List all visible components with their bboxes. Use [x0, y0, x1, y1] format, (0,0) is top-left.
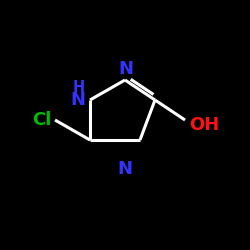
Text: Cl: Cl — [32, 111, 51, 129]
Text: OH: OH — [189, 116, 219, 134]
Text: N: N — [119, 60, 134, 78]
Text: N: N — [70, 91, 85, 109]
Text: H: H — [73, 80, 85, 95]
Text: N: N — [118, 160, 132, 178]
